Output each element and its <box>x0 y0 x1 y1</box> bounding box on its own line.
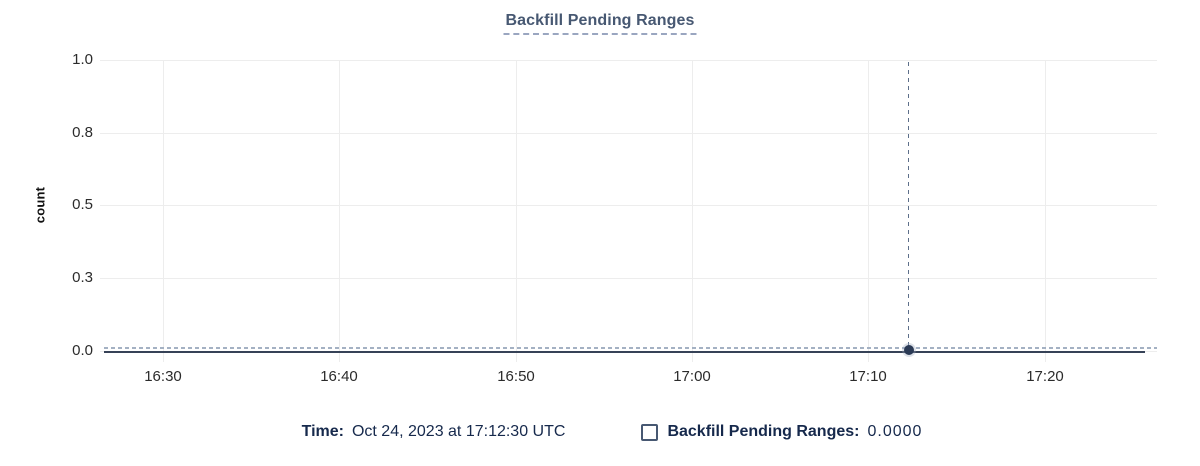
zero-axis-line <box>104 351 1145 353</box>
v-gridline <box>692 60 693 362</box>
v-gridline <box>516 60 517 362</box>
y-axis-label: count <box>32 186 48 224</box>
x-tick-label: 17:00 <box>673 368 711 385</box>
series-value: 0.0000 <box>867 423 923 440</box>
hover-readout: Time: Oct 24, 2023 at 17:12:30 UTC Backf… <box>12 423 1200 441</box>
chart-title[interactable]: Backfill Pending Ranges <box>503 12 697 35</box>
v-gridline <box>1045 60 1046 362</box>
v-gridline <box>339 60 340 362</box>
crosshair-line <box>908 62 909 347</box>
h-gridline <box>100 133 1157 134</box>
y-tick-label: 0.0 <box>72 342 93 359</box>
readout-series-group: Backfill Pending Ranges: 0.0000 <box>641 423 922 441</box>
series-line-backfill-pending-ranges <box>104 347 1157 349</box>
v-gridline <box>163 60 164 362</box>
h-gridline <box>100 278 1157 279</box>
h-gridline <box>100 205 1157 206</box>
y-tick-label: 0.8 <box>72 124 93 141</box>
y-tick-label: 0.3 <box>72 269 93 286</box>
series-label: Backfill Pending Ranges: <box>667 423 860 440</box>
series-checkbox[interactable] <box>641 423 659 441</box>
time-label: Time: <box>301 423 344 440</box>
time-value: Oct 24, 2023 at 17:12:30 UTC <box>351 423 566 440</box>
x-tick-label: 17:10 <box>849 368 887 385</box>
h-gridline <box>100 60 1157 61</box>
x-tick-label: 16:30 <box>144 368 182 385</box>
x-tick-label: 16:40 <box>320 368 358 385</box>
x-tick-label: 16:50 <box>497 368 535 385</box>
y-tick-label: 1.0 <box>72 51 93 68</box>
x-tick-label: 17:20 <box>1026 368 1064 385</box>
readout-time-group: Time: Oct 24, 2023 at 17:12:30 UTC <box>302 423 566 441</box>
y-tick-label: 0.5 <box>72 196 93 213</box>
plot-area[interactable] <box>100 60 1157 351</box>
hover-point-dot <box>904 345 914 355</box>
v-gridline <box>868 60 869 362</box>
